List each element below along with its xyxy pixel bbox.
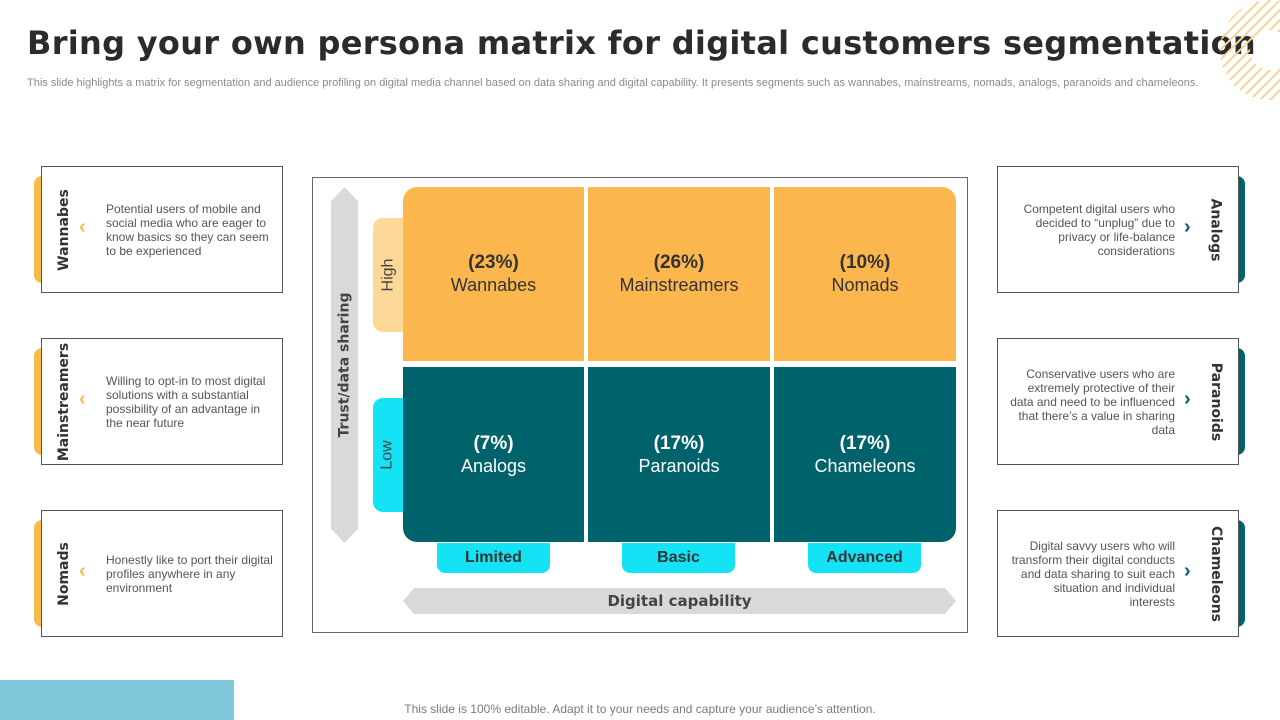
card-box (41, 166, 283, 293)
decorative-circle-graphic (1219, 0, 1280, 100)
decorative-blue-bar (0, 680, 234, 720)
card-wannabes: Wannabes ‹ Potential users of mobile and… (34, 166, 283, 293)
chevron-left-icon: ‹ (79, 388, 86, 410)
card-box (997, 510, 1239, 637)
matrix-cell-analogs: (7%) Analogs (403, 367, 584, 542)
card-paranoids: Paranoids › Conservative users who are e… (997, 338, 1245, 465)
card-box (997, 166, 1239, 293)
card-label: Mainstreamers (56, 342, 72, 461)
card-chameleons: Chameleons › Digital savvy users who wil… (997, 510, 1245, 637)
chevron-right-icon: › (1184, 388, 1191, 410)
x-level-basic: Basic (622, 543, 735, 573)
card-label: Analogs (1208, 197, 1224, 262)
chevron-right-icon: › (1184, 216, 1191, 238)
card-box (997, 338, 1239, 465)
matrix-cell-nomads: (10%) Nomads (774, 187, 956, 361)
card-analogs: Analogs › Competent digital users who de… (997, 166, 1245, 293)
matrix-cell-chameleons: (17%) Chameleons (774, 367, 956, 542)
card-label: Nomads (56, 541, 73, 606)
card-box (41, 510, 283, 637)
x-axis-arrow (403, 588, 956, 614)
chevron-right-icon: › (1184, 560, 1191, 582)
x-level-limited: Limited (437, 543, 550, 573)
chevron-left-icon: ‹ (79, 560, 86, 582)
card-label: Chameleons (1208, 525, 1225, 622)
x-axis-label: Digital capability (607, 592, 752, 610)
card-nomads: Nomads ‹ Honestly like to port their dig… (34, 510, 283, 637)
chevron-left-icon: ‹ (79, 216, 86, 238)
footer-note: This slide is 100% editable. Adapt it to… (404, 702, 876, 716)
y-axis-label: Trust/data sharing (336, 292, 353, 438)
x-level-advanced: Advanced (808, 543, 921, 573)
card-box (41, 338, 283, 465)
card-mainstreamers: Mainstreamers ‹ Willing to opt-in to mos… (34, 338, 283, 465)
card-description: Conservative users who are extremely pro… (1010, 366, 1175, 437)
matrix-cell-paranoids: (17%) Paranoids (588, 367, 770, 542)
card-description: Willing to opt-in to most digital soluti… (106, 373, 266, 430)
card-label: Wannabes (56, 188, 72, 271)
y-axis-arrow (331, 187, 358, 543)
matrix-cell-mainstreamers: (26%) Mainstreamers (588, 187, 770, 361)
card-label: Paranoids (1208, 362, 1225, 441)
page-title: Bring your own persona matrix for digita… (27, 24, 1256, 62)
card-description: Digital savvy users who will transform t… (1011, 538, 1175, 609)
card-description: Potential users of mobile and social med… (106, 201, 269, 258)
card-description: Competent digital users who decided to “… (1023, 201, 1175, 258)
page-subtitle: This slide highlights a matrix for segme… (27, 77, 1199, 89)
card-description: Honestly like to port their digital prof… (106, 552, 273, 595)
matrix-cell-wannabes: (23%) Wannabes (403, 187, 584, 361)
